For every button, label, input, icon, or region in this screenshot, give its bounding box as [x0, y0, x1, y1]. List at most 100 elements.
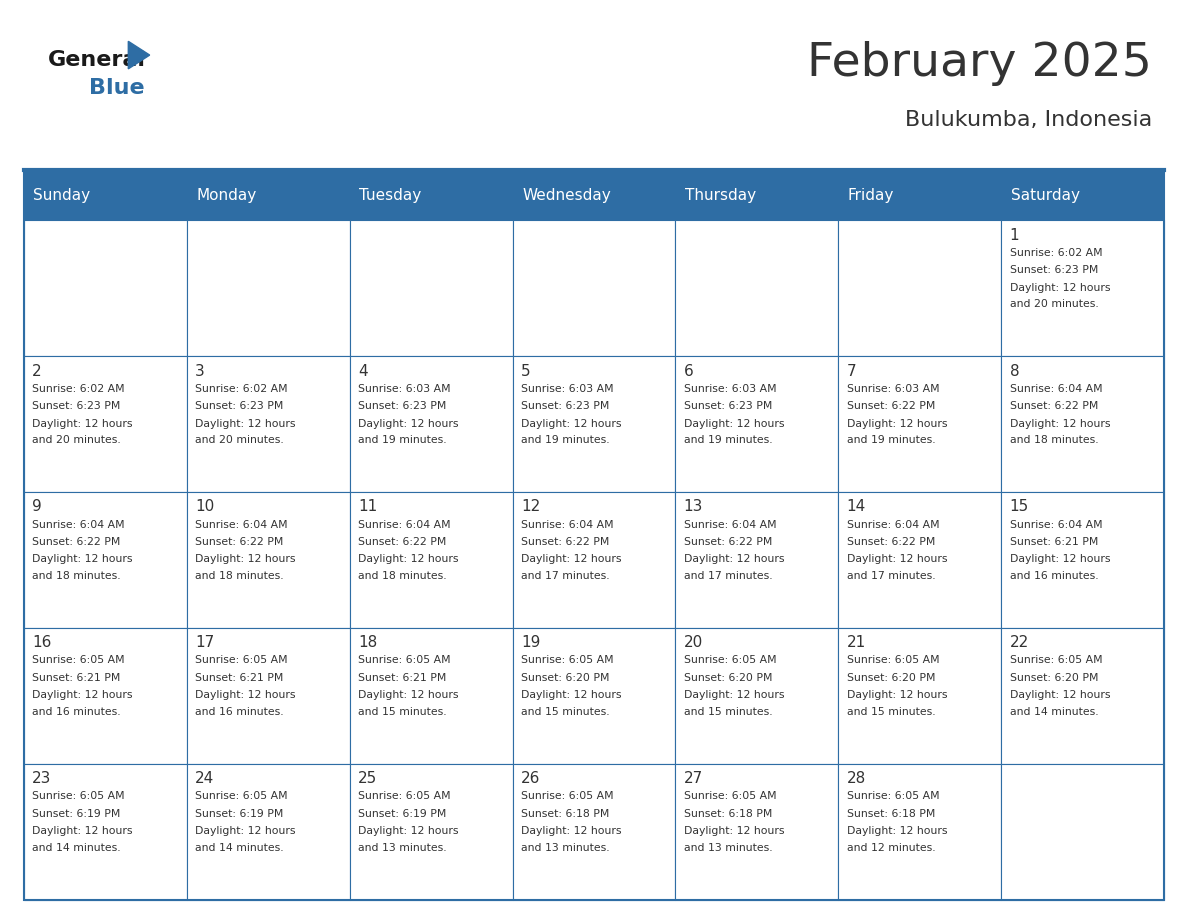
Text: Sunrise: 6:05 AM: Sunrise: 6:05 AM: [32, 655, 125, 666]
Text: Sunrise: 6:04 AM: Sunrise: 6:04 AM: [684, 520, 777, 530]
Text: Sunset: 6:18 PM: Sunset: 6:18 PM: [684, 809, 772, 819]
Bar: [512, 220, 676, 356]
Text: 17: 17: [195, 635, 214, 650]
Text: Sunset: 6:21 PM: Sunset: 6:21 PM: [358, 673, 447, 683]
Bar: [187, 220, 349, 356]
Text: Sunrise: 6:05 AM: Sunrise: 6:05 AM: [358, 791, 450, 801]
Text: Daylight: 12 hours: Daylight: 12 hours: [358, 826, 459, 836]
Bar: [839, 764, 1001, 900]
Text: 16: 16: [32, 635, 51, 650]
Text: Sunrise: 6:04 AM: Sunrise: 6:04 AM: [195, 520, 287, 530]
Bar: [24, 220, 187, 356]
Bar: [839, 356, 1001, 492]
Text: 13: 13: [684, 499, 703, 514]
Text: Sunrise: 6:04 AM: Sunrise: 6:04 AM: [1010, 520, 1102, 530]
Bar: [676, 356, 839, 492]
Text: Sunset: 6:23 PM: Sunset: 6:23 PM: [358, 401, 447, 411]
Text: 20: 20: [684, 635, 703, 650]
Text: Sunset: 6:21 PM: Sunset: 6:21 PM: [1010, 537, 1098, 547]
Text: 12: 12: [520, 499, 541, 514]
Text: General: General: [48, 50, 145, 71]
Text: 7: 7: [847, 364, 857, 378]
Text: Daylight: 12 hours: Daylight: 12 hours: [520, 690, 621, 700]
Text: 5: 5: [520, 364, 531, 378]
Bar: [349, 492, 512, 628]
Text: and 15 minutes.: and 15 minutes.: [520, 707, 609, 717]
Text: 27: 27: [684, 771, 703, 786]
Text: February 2025: February 2025: [808, 41, 1152, 86]
Bar: [676, 492, 839, 628]
Text: Sunset: 6:18 PM: Sunset: 6:18 PM: [520, 809, 609, 819]
Text: and 20 minutes.: and 20 minutes.: [32, 435, 121, 445]
Text: and 14 minutes.: and 14 minutes.: [1010, 707, 1098, 717]
Text: and 16 minutes.: and 16 minutes.: [195, 707, 284, 717]
Bar: [1001, 628, 1164, 764]
Text: 25: 25: [358, 771, 377, 786]
Bar: [1001, 356, 1164, 492]
Text: and 17 minutes.: and 17 minutes.: [684, 571, 772, 581]
Bar: [1001, 492, 1164, 628]
Text: Sunrise: 6:03 AM: Sunrise: 6:03 AM: [358, 384, 450, 394]
Bar: [24, 170, 1164, 900]
Bar: [1001, 764, 1164, 900]
Bar: [512, 492, 676, 628]
Text: Friday: Friday: [848, 187, 895, 203]
Text: Sunrise: 6:05 AM: Sunrise: 6:05 AM: [847, 791, 940, 801]
Bar: [839, 492, 1001, 628]
Text: 21: 21: [847, 635, 866, 650]
Text: Sunrise: 6:02 AM: Sunrise: 6:02 AM: [1010, 248, 1102, 258]
Text: Sunrise: 6:04 AM: Sunrise: 6:04 AM: [520, 520, 613, 530]
Bar: [839, 220, 1001, 356]
Text: Sunrise: 6:05 AM: Sunrise: 6:05 AM: [684, 791, 777, 801]
Bar: [24, 764, 187, 900]
Text: and 15 minutes.: and 15 minutes.: [847, 707, 935, 717]
Text: Sunset: 6:22 PM: Sunset: 6:22 PM: [847, 537, 935, 547]
Text: Sunset: 6:23 PM: Sunset: 6:23 PM: [1010, 265, 1098, 275]
Text: Sunset: 6:21 PM: Sunset: 6:21 PM: [195, 673, 284, 683]
Text: and 18 minutes.: and 18 minutes.: [32, 571, 121, 581]
Text: 8: 8: [1010, 364, 1019, 378]
Text: Sunset: 6:22 PM: Sunset: 6:22 PM: [684, 537, 772, 547]
Bar: [187, 492, 349, 628]
Text: Sunset: 6:21 PM: Sunset: 6:21 PM: [32, 673, 120, 683]
Text: Sunset: 6:23 PM: Sunset: 6:23 PM: [195, 401, 284, 411]
Text: Sunrise: 6:03 AM: Sunrise: 6:03 AM: [520, 384, 613, 394]
Text: 4: 4: [358, 364, 367, 378]
Text: Daylight: 12 hours: Daylight: 12 hours: [684, 826, 784, 836]
Bar: [676, 220, 839, 356]
Text: and 19 minutes.: and 19 minutes.: [684, 435, 772, 445]
Text: Sunset: 6:22 PM: Sunset: 6:22 PM: [1010, 401, 1098, 411]
Text: 28: 28: [847, 771, 866, 786]
Text: Bulukumba, Indonesia: Bulukumba, Indonesia: [905, 110, 1152, 130]
Text: and 14 minutes.: and 14 minutes.: [195, 843, 284, 853]
Text: Daylight: 12 hours: Daylight: 12 hours: [358, 554, 459, 565]
Text: Daylight: 12 hours: Daylight: 12 hours: [847, 554, 947, 565]
Text: 3: 3: [195, 364, 204, 378]
Text: Sunset: 6:19 PM: Sunset: 6:19 PM: [32, 809, 120, 819]
Text: Daylight: 12 hours: Daylight: 12 hours: [1010, 283, 1110, 293]
Text: Daylight: 12 hours: Daylight: 12 hours: [195, 554, 296, 565]
Text: Daylight: 12 hours: Daylight: 12 hours: [358, 419, 459, 429]
Text: Tuesday: Tuesday: [359, 187, 422, 203]
Text: Daylight: 12 hours: Daylight: 12 hours: [195, 690, 296, 700]
Text: Daylight: 12 hours: Daylight: 12 hours: [195, 419, 296, 429]
Bar: [24, 170, 1164, 220]
Text: Sunset: 6:23 PM: Sunset: 6:23 PM: [520, 401, 609, 411]
Text: and 20 minutes.: and 20 minutes.: [1010, 299, 1099, 309]
Text: Sunset: 6:20 PM: Sunset: 6:20 PM: [684, 673, 772, 683]
Text: Sunset: 6:19 PM: Sunset: 6:19 PM: [358, 809, 447, 819]
Bar: [1001, 220, 1164, 356]
Text: 23: 23: [32, 771, 51, 786]
Text: Daylight: 12 hours: Daylight: 12 hours: [847, 826, 947, 836]
Text: 22: 22: [1010, 635, 1029, 650]
Text: Monday: Monday: [196, 187, 257, 203]
Text: Blue: Blue: [89, 78, 145, 98]
Bar: [512, 764, 676, 900]
Text: Sunrise: 6:05 AM: Sunrise: 6:05 AM: [195, 655, 287, 666]
Text: Thursday: Thursday: [685, 187, 756, 203]
Bar: [187, 764, 349, 900]
Text: Sunset: 6:23 PM: Sunset: 6:23 PM: [684, 401, 772, 411]
Text: and 13 minutes.: and 13 minutes.: [684, 843, 772, 853]
Text: and 18 minutes.: and 18 minutes.: [358, 571, 447, 581]
Bar: [349, 220, 512, 356]
